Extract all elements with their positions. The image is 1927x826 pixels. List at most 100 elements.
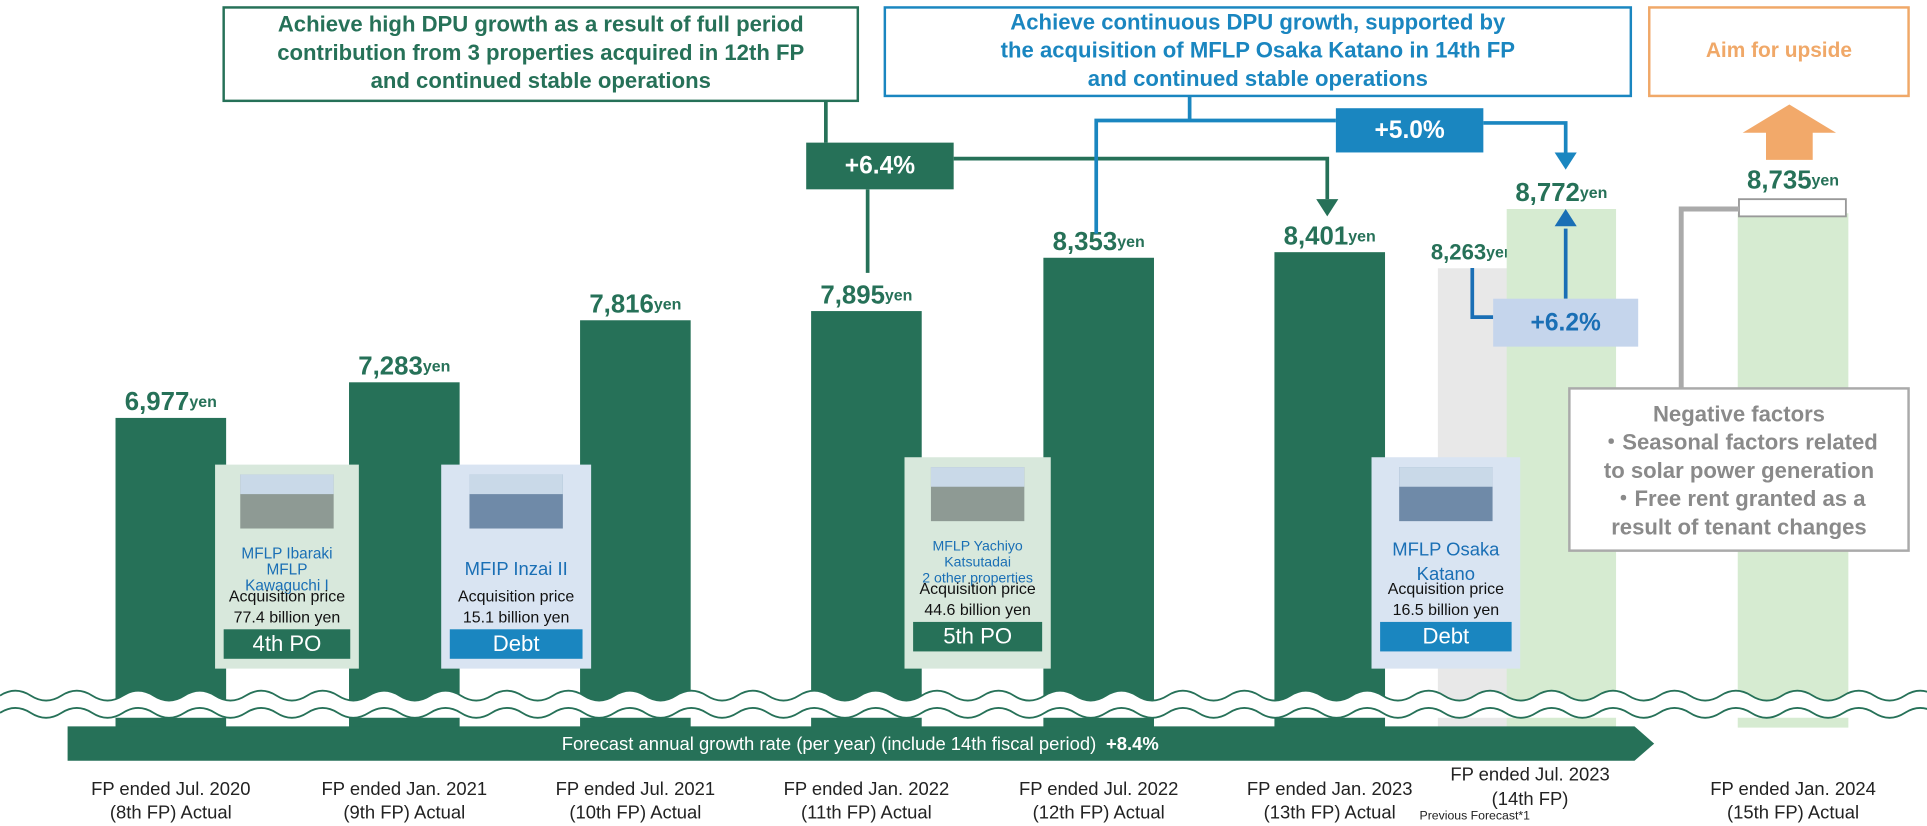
value-unit: yen bbox=[423, 359, 451, 376]
value-unit: yen bbox=[1812, 173, 1840, 190]
change-box bbox=[1335, 108, 1484, 153]
property-name: Katano bbox=[1417, 563, 1475, 584]
callout-text: contribution from 3 properties acquired … bbox=[277, 40, 804, 65]
change-box bbox=[1493, 298, 1639, 347]
connector bbox=[1483, 121, 1568, 153]
x-note: (13th FP) Actual bbox=[1264, 802, 1396, 823]
price: 15.1 billion yen bbox=[463, 609, 570, 626]
value-label: 8,263yen bbox=[1431, 239, 1514, 264]
funding: Debt bbox=[1423, 624, 1470, 649]
connector bbox=[1470, 267, 1494, 319]
value-label: 7,895yen bbox=[820, 281, 912, 309]
x-note: (15th FP) Actual bbox=[1727, 802, 1859, 823]
connector bbox=[1094, 95, 1336, 234]
funding-badge bbox=[1380, 621, 1512, 652]
x-note: Previous Forecast*1 bbox=[1420, 808, 1531, 822]
value-number: 8,735 bbox=[1747, 166, 1812, 194]
value-unit: yen bbox=[1117, 234, 1145, 251]
property-photo-sky bbox=[930, 467, 1025, 487]
x-label: FP ended Jul. 2022 bbox=[1019, 778, 1178, 799]
property-name: MFIP Inzai II bbox=[465, 558, 568, 579]
x-label: FP ended Jul. 2021 bbox=[556, 778, 715, 799]
value-unit: yen bbox=[1348, 229, 1376, 246]
callout-text: the acquisition of MFLP Osaka Katano in … bbox=[1001, 38, 1515, 63]
price: 16.5 billion yen bbox=[1393, 602, 1500, 619]
x-label: FP ended Jan. 2021 bbox=[322, 778, 488, 799]
x-note: (14th FP) bbox=[1492, 788, 1569, 809]
growth-arrow bbox=[67, 726, 1655, 761]
value-number: 8,772 bbox=[1515, 179, 1580, 207]
bar bbox=[1043, 257, 1154, 728]
value-label: 7,283yen bbox=[358, 352, 450, 380]
value-label: 8,772yen bbox=[1515, 179, 1607, 207]
negative-title: Negative factors bbox=[1653, 401, 1825, 426]
change-box bbox=[806, 142, 954, 190]
value-unit: yen bbox=[885, 288, 913, 305]
property-photo-sky bbox=[240, 474, 334, 495]
funding-badge bbox=[223, 629, 351, 659]
value-number: 7,816 bbox=[589, 290, 654, 318]
value-label: 8,401yen bbox=[1284, 222, 1376, 250]
price-label: Acquisition price bbox=[458, 589, 574, 606]
property-name: MFLP Ibaraki bbox=[241, 545, 332, 562]
upside-marker bbox=[1738, 198, 1847, 218]
price: 44.6 billion yen bbox=[924, 602, 1031, 619]
callout-text: Achieve high DPU growth as a result of f… bbox=[278, 12, 804, 37]
price-label: Acquisition price bbox=[229, 589, 345, 606]
x-label: FP ended Jul. 2020 bbox=[91, 778, 250, 799]
x-note: (10th FP) Actual bbox=[569, 802, 701, 823]
value-label: 8,735yen bbox=[1747, 166, 1839, 194]
arrow-head bbox=[1554, 208, 1577, 227]
upside-arrow bbox=[1742, 104, 1837, 160]
funding: 4th PO bbox=[253, 631, 322, 656]
wave-band bbox=[0, 690, 1927, 718]
callout-text: Aim for upside bbox=[1706, 39, 1852, 62]
property-name: MFLP bbox=[266, 561, 307, 578]
x-label: FP ended Jan. 2024 bbox=[1710, 778, 1876, 799]
funding: 5th PO bbox=[943, 624, 1012, 649]
x-label: FP ended Jan. 2022 bbox=[784, 778, 950, 799]
bar bbox=[580, 320, 691, 728]
property-photo-sky bbox=[1399, 467, 1493, 487]
value-number: 8,401 bbox=[1284, 222, 1349, 250]
x-label: FP ended Jan. 2023 bbox=[1247, 778, 1413, 799]
value-number: 7,895 bbox=[820, 281, 885, 309]
bar bbox=[115, 417, 227, 728]
negative-box bbox=[1568, 387, 1910, 552]
callout-text: Achieve continuous DPU growth, supported… bbox=[1010, 9, 1506, 34]
negative-line: ・Seasonal factors related bbox=[1600, 430, 1878, 455]
x-label: FP ended Jul. 2023 bbox=[1450, 763, 1609, 784]
x-note: (12th FP) Actual bbox=[1033, 802, 1165, 823]
change-label: +6.2% bbox=[1531, 309, 1601, 336]
property-name: 2 other properties bbox=[922, 570, 1033, 586]
callout-box bbox=[222, 6, 860, 103]
value-unit: yen bbox=[1580, 185, 1608, 202]
property-name: Kawaguchi I bbox=[245, 577, 329, 594]
property-name: MFLP Yachiyo bbox=[932, 538, 1022, 554]
callout-text: and continued stable operations bbox=[371, 68, 711, 93]
x-note: (11th FP) Actual bbox=[801, 802, 932, 823]
arrow-head bbox=[1316, 199, 1339, 217]
value-unit: yen bbox=[189, 394, 217, 411]
bar bbox=[811, 311, 922, 728]
growth-text: Forecast annual growth rate (per year) (… bbox=[562, 733, 1159, 754]
callout-box bbox=[883, 6, 1633, 98]
wave-line bbox=[0, 689, 1927, 702]
x-note: (9th FP) Actual bbox=[343, 802, 465, 823]
bar bbox=[1274, 252, 1386, 728]
change-label: +6.4% bbox=[845, 153, 915, 180]
funding: Debt bbox=[493, 631, 540, 656]
negative-line: result of tenant changes bbox=[1611, 514, 1867, 539]
property-name: Katsutadai bbox=[944, 554, 1011, 570]
value-label: 6,977yen bbox=[125, 388, 217, 416]
callout-text: and continued stable operations bbox=[1088, 66, 1428, 91]
value-number: 8,353 bbox=[1053, 228, 1118, 256]
property-photo-sky bbox=[469, 474, 563, 495]
change-label: +5.0% bbox=[1374, 117, 1444, 144]
price-label: Acquisition price bbox=[1388, 581, 1504, 598]
negative-line: ・Free rent granted as a bbox=[1612, 486, 1866, 511]
x-note: (8th FP) Actual bbox=[110, 802, 232, 823]
value-unit: yen bbox=[654, 297, 682, 314]
price-label: Acquisition price bbox=[919, 581, 1035, 598]
connector bbox=[953, 156, 1330, 200]
